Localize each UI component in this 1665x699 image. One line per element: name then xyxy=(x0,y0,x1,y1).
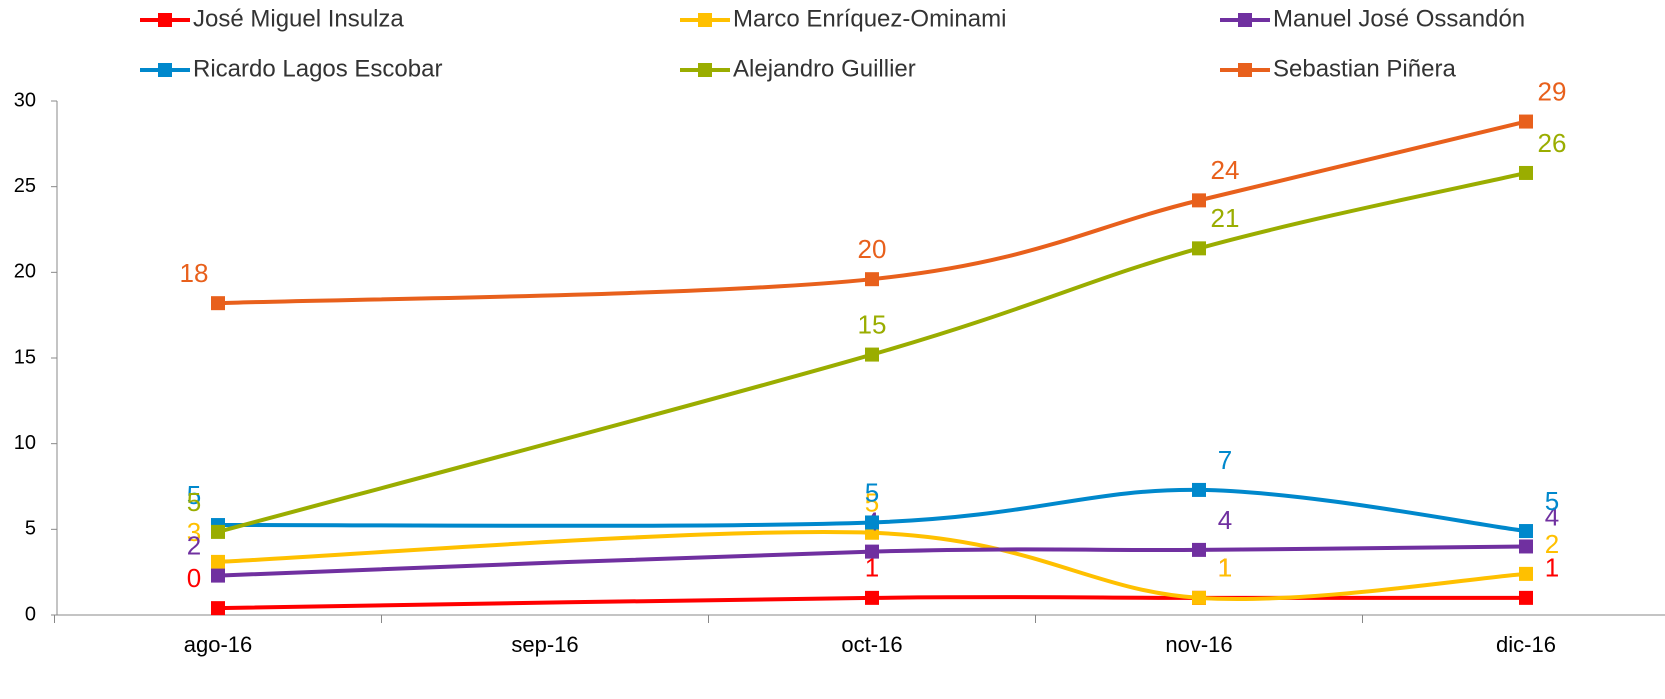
data-label: 1 xyxy=(1545,553,1559,583)
point-marker xyxy=(211,601,225,616)
point-marker xyxy=(865,347,879,362)
data-label: 4 xyxy=(1545,501,1559,531)
data-label: 5 xyxy=(187,480,201,510)
data-label: 5 xyxy=(1545,486,1559,516)
data-label: 3 xyxy=(187,517,201,547)
point-marker xyxy=(1192,590,1206,605)
data-label: 26 xyxy=(1538,128,1567,158)
data-label: 0 xyxy=(187,563,201,593)
legend-label: Sebastian Piñera xyxy=(1273,55,1456,82)
x-tick-label: dic-16 xyxy=(1496,632,1556,657)
data-label: 29 xyxy=(1538,76,1567,106)
legend-marker xyxy=(698,63,712,77)
data-label: 24 xyxy=(1211,155,1240,185)
data-label: 4 xyxy=(1218,505,1232,535)
data-label: 5 xyxy=(865,477,879,507)
legend-marker xyxy=(158,63,172,77)
y-tick-label: 10 xyxy=(14,432,36,454)
x-tick-label: oct-16 xyxy=(841,632,902,657)
x-tick-label: nov-16 xyxy=(1165,632,1232,657)
legend-marker xyxy=(158,13,172,27)
data-label: 5 xyxy=(187,487,201,517)
legend-label: Ricardo Lagos Escobar xyxy=(193,55,442,82)
point-marker xyxy=(1519,114,1533,129)
point-marker xyxy=(211,296,225,311)
data-label: 1 xyxy=(865,553,879,583)
point-marker xyxy=(1519,590,1533,605)
data-label: 5 xyxy=(865,488,879,518)
data-label: 2 xyxy=(187,530,201,560)
data-label: 7 xyxy=(1218,445,1232,475)
legend-label: Marco Enríquez-Ominami xyxy=(733,5,1006,32)
series-line xyxy=(217,595,1526,611)
point-marker xyxy=(865,590,879,605)
point-marker xyxy=(1519,566,1533,581)
data-label: 20 xyxy=(858,234,887,264)
point-marker xyxy=(865,544,879,559)
point-marker xyxy=(211,568,225,583)
data-label: 1 xyxy=(1218,553,1232,583)
point-marker xyxy=(211,554,225,569)
point-marker xyxy=(1192,241,1206,256)
y-tick-label: 0 xyxy=(25,603,36,625)
point-marker xyxy=(1192,542,1206,557)
x-tick-label: sep-16 xyxy=(511,632,578,657)
legend-marker xyxy=(1238,63,1252,77)
y-tick-label: 20 xyxy=(14,261,36,283)
y-tick-label: 15 xyxy=(14,346,36,368)
point-marker xyxy=(1519,524,1533,539)
point-marker xyxy=(1519,165,1533,180)
data-label: 2 xyxy=(1545,529,1559,559)
point-marker xyxy=(865,272,879,287)
point-marker xyxy=(865,515,879,530)
x-tick-label: ago-16 xyxy=(184,632,253,657)
data-label: 18 xyxy=(180,258,209,288)
series-line xyxy=(217,544,1527,578)
legend-label: Manuel José Ossandón xyxy=(1273,5,1525,32)
legend-marker xyxy=(698,13,712,27)
legend-label: José Miguel Insulza xyxy=(193,5,404,32)
data-label: 15 xyxy=(858,309,887,339)
series-line xyxy=(217,171,1527,534)
y-tick-label: 25 xyxy=(14,175,36,197)
y-tick-label: 30 xyxy=(14,89,36,111)
point-marker xyxy=(1192,193,1206,208)
legend-marker xyxy=(1238,13,1252,27)
series-line xyxy=(217,487,1527,534)
series-line xyxy=(217,119,1527,306)
legend-label: Alejandro Guillier xyxy=(733,55,916,82)
data-label: 21 xyxy=(1211,203,1240,233)
point-marker xyxy=(1192,482,1206,497)
y-tick-label: 5 xyxy=(25,518,36,540)
point-marker xyxy=(211,524,225,539)
data-label: 1 xyxy=(1218,553,1232,583)
point-marker xyxy=(1519,539,1533,554)
